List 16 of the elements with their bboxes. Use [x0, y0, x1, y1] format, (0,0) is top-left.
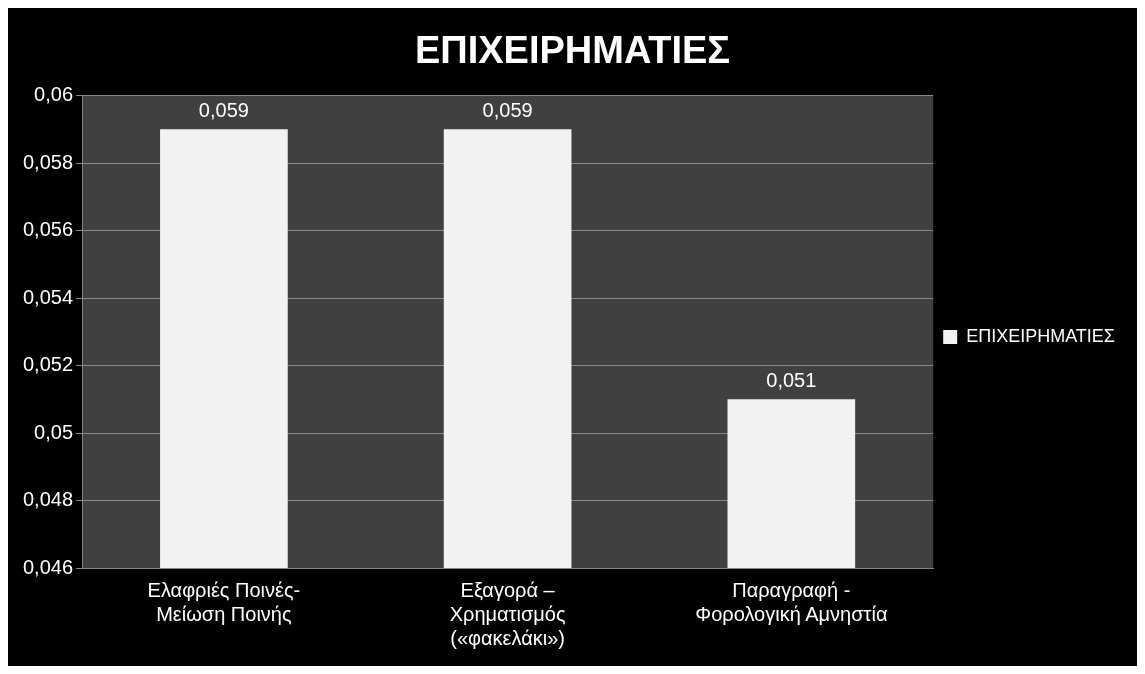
y-tick-label: 0,056: [22, 218, 74, 241]
x-tick-label: Ελαφριές Ποινές- Μείωση Ποινής: [147, 578, 301, 625]
legend-label: ΕΠΙΧΕΙΡΗΜΑΤΙΕΣ: [966, 325, 1116, 346]
y-tick-label: 0,046: [22, 555, 74, 578]
chart-title: ΕΠΙΧΕΙΡΗΜΑΤΙΕΣ: [414, 29, 731, 72]
y-tick-label: 0,06: [34, 83, 74, 106]
y-tick-label: 0,058: [22, 150, 74, 173]
x-tick-label: Εξαγορά – Χρηματισμός («φακελάκι»): [449, 578, 566, 649]
data-label: 0,059: [198, 98, 249, 121]
data-label: 0,051: [766, 368, 817, 391]
y-tick-label: 0,054: [22, 285, 74, 308]
y-tick-label: 0,052: [22, 353, 74, 376]
x-tick-label: Παραγραφή - Φορολογική Αμνηστία: [695, 578, 888, 625]
data-label: 0,059: [482, 98, 533, 121]
y-tick-label: 0,048: [22, 488, 74, 511]
y-tick-label: 0,05: [34, 420, 74, 443]
